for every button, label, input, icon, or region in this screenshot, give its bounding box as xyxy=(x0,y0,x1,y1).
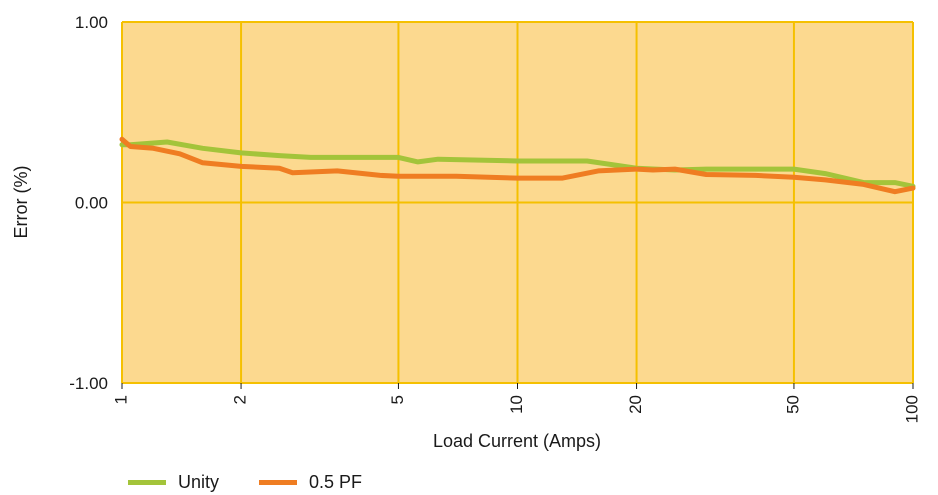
x-tick-label: 100 xyxy=(902,395,921,423)
legend-swatch-unity xyxy=(128,480,166,485)
x-tick-label: 10 xyxy=(507,395,526,414)
legend-label-unity: Unity xyxy=(178,472,220,492)
legend-item-pf: 0.5 PF xyxy=(259,472,362,493)
legend-item-unity: Unity xyxy=(128,472,219,493)
x-tick-label: 5 xyxy=(388,395,407,404)
x-axis-label: Load Current (Amps) xyxy=(433,431,601,451)
x-tick-label: 2 xyxy=(231,395,250,404)
y-tick-label: -1.00 xyxy=(69,374,108,393)
y-axis-label: Error (%) xyxy=(11,166,31,239)
x-axis-ticks: 1 2 5 10 20 50 100 xyxy=(111,383,921,423)
legend-label-pf: 0.5 PF xyxy=(309,472,363,492)
series-line-unity xyxy=(119,139,916,189)
x-tick-label: 20 xyxy=(626,395,645,414)
series-line-pf xyxy=(119,136,916,195)
y-tick-label: 0.00 xyxy=(75,194,108,213)
legend: Unity 0.5 PF xyxy=(128,472,362,493)
grid-lines xyxy=(121,21,914,384)
x-tick-label: 1 xyxy=(111,395,130,404)
y-tick-label: 1.00 xyxy=(75,13,108,32)
legend-swatch-pf xyxy=(259,480,298,485)
line-chart: 1 2 5 10 20 50 100 -1.00 0.00 1.00 Load Current … xyxy=(11,13,921,451)
series-layer xyxy=(119,136,916,195)
y-axis-ticks: -1.00 0.00 1.00 xyxy=(69,13,108,393)
x-tick-label: 50 xyxy=(783,395,802,414)
